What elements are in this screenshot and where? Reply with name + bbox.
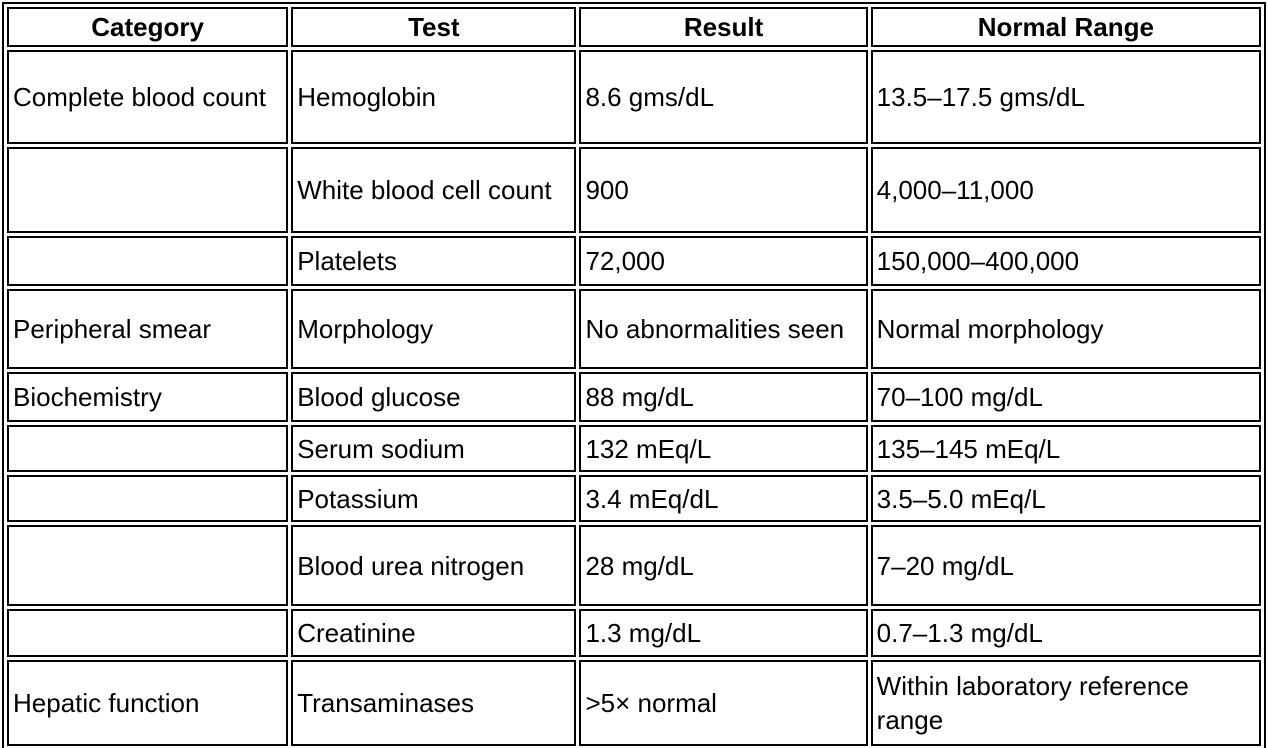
table-row: Peripheral smear Morphology No abnormali… — [7, 289, 1261, 369]
cell-result: 28 mg/dL — [579, 525, 868, 606]
cell-normal-range: 150,000–400,000 — [870, 236, 1261, 286]
cell-normal-range: 3.5–5.0 mEq/L — [870, 475, 1261, 522]
cell-test: Hemoglobin — [291, 50, 577, 144]
table-row: Creatinine 1.3 mg/dL 0.7–1.3 mg/dL — [7, 609, 1261, 657]
cell-result: >5× normal — [579, 660, 868, 746]
cell-category — [7, 609, 289, 657]
cell-category: Biochemistry — [7, 372, 289, 422]
table-row: Potassium 3.4 mEq/dL 3.5–5.0 mEq/L — [7, 475, 1261, 522]
cell-normal-range: 135–145 mEq/L — [870, 425, 1261, 472]
cell-test: Potassium — [291, 475, 577, 522]
cell-category: Peripheral smear — [7, 289, 289, 369]
cell-result: 900 — [579, 147, 868, 233]
cell-category — [7, 147, 289, 233]
cell-test: Serum sodium — [291, 425, 577, 472]
cell-test: White blood cell count — [291, 147, 577, 233]
cell-result: 72,000 — [579, 236, 868, 286]
cell-test: Transaminases — [291, 660, 577, 746]
cell-category — [7, 236, 289, 286]
cell-result: 8.6 gms/dL — [579, 50, 868, 144]
cell-test: Blood urea nitrogen — [291, 525, 577, 606]
table-row: Hepatic function Transaminases >5× norma… — [7, 660, 1261, 746]
table-row: Serum sodium 132 mEq/L 135–145 mEq/L — [7, 425, 1261, 472]
cell-normal-range: 70–100 mg/dL — [870, 372, 1261, 422]
cell-category — [7, 425, 289, 472]
cell-result: 3.4 mEq/dL — [579, 475, 868, 522]
cell-result: 88 mg/dL — [579, 372, 868, 422]
cell-category: Complete blood count — [7, 50, 289, 144]
cell-normal-range: 13.5–17.5 gms/dL — [870, 50, 1261, 144]
table-row: Complete blood count Hemoglobin 8.6 gms/… — [7, 50, 1261, 144]
cell-normal-range: 7–20 mg/dL — [870, 525, 1261, 606]
cell-result: 1.3 mg/dL — [579, 609, 868, 657]
cell-test: Platelets — [291, 236, 577, 286]
cell-category — [7, 475, 289, 522]
column-header-normal-range: Normal Range — [870, 7, 1261, 47]
cell-test: Morphology — [291, 289, 577, 369]
cell-test: Creatinine — [291, 609, 577, 657]
cell-normal-range: Normal morphology — [870, 289, 1261, 369]
cell-result: No abnormalities seen — [579, 289, 868, 369]
cell-category: Hepatic function — [7, 660, 289, 746]
cell-test: Blood glucose — [291, 372, 577, 422]
table-row: Platelets 72,000 150,000–400,000 — [7, 236, 1261, 286]
table-row: Biochemistry Blood glucose 88 mg/dL 70–1… — [7, 372, 1261, 422]
table-row: White blood cell count 900 4,000–11,000 — [7, 147, 1261, 233]
table-row: Blood urea nitrogen 28 mg/dL 7–20 mg/dL — [7, 525, 1261, 606]
cell-normal-range: Within laboratory reference range — [870, 660, 1261, 746]
cell-normal-range: 0.7–1.3 mg/dL — [870, 609, 1261, 657]
column-header-result: Result — [579, 7, 868, 47]
cell-category — [7, 525, 289, 606]
cell-normal-range: 4,000–11,000 — [870, 147, 1261, 233]
table-header-row: Category Test Result Normal Range — [7, 7, 1261, 47]
column-header-category: Category — [7, 7, 289, 47]
column-header-test: Test — [291, 7, 577, 47]
cell-result: 132 mEq/L — [579, 425, 868, 472]
